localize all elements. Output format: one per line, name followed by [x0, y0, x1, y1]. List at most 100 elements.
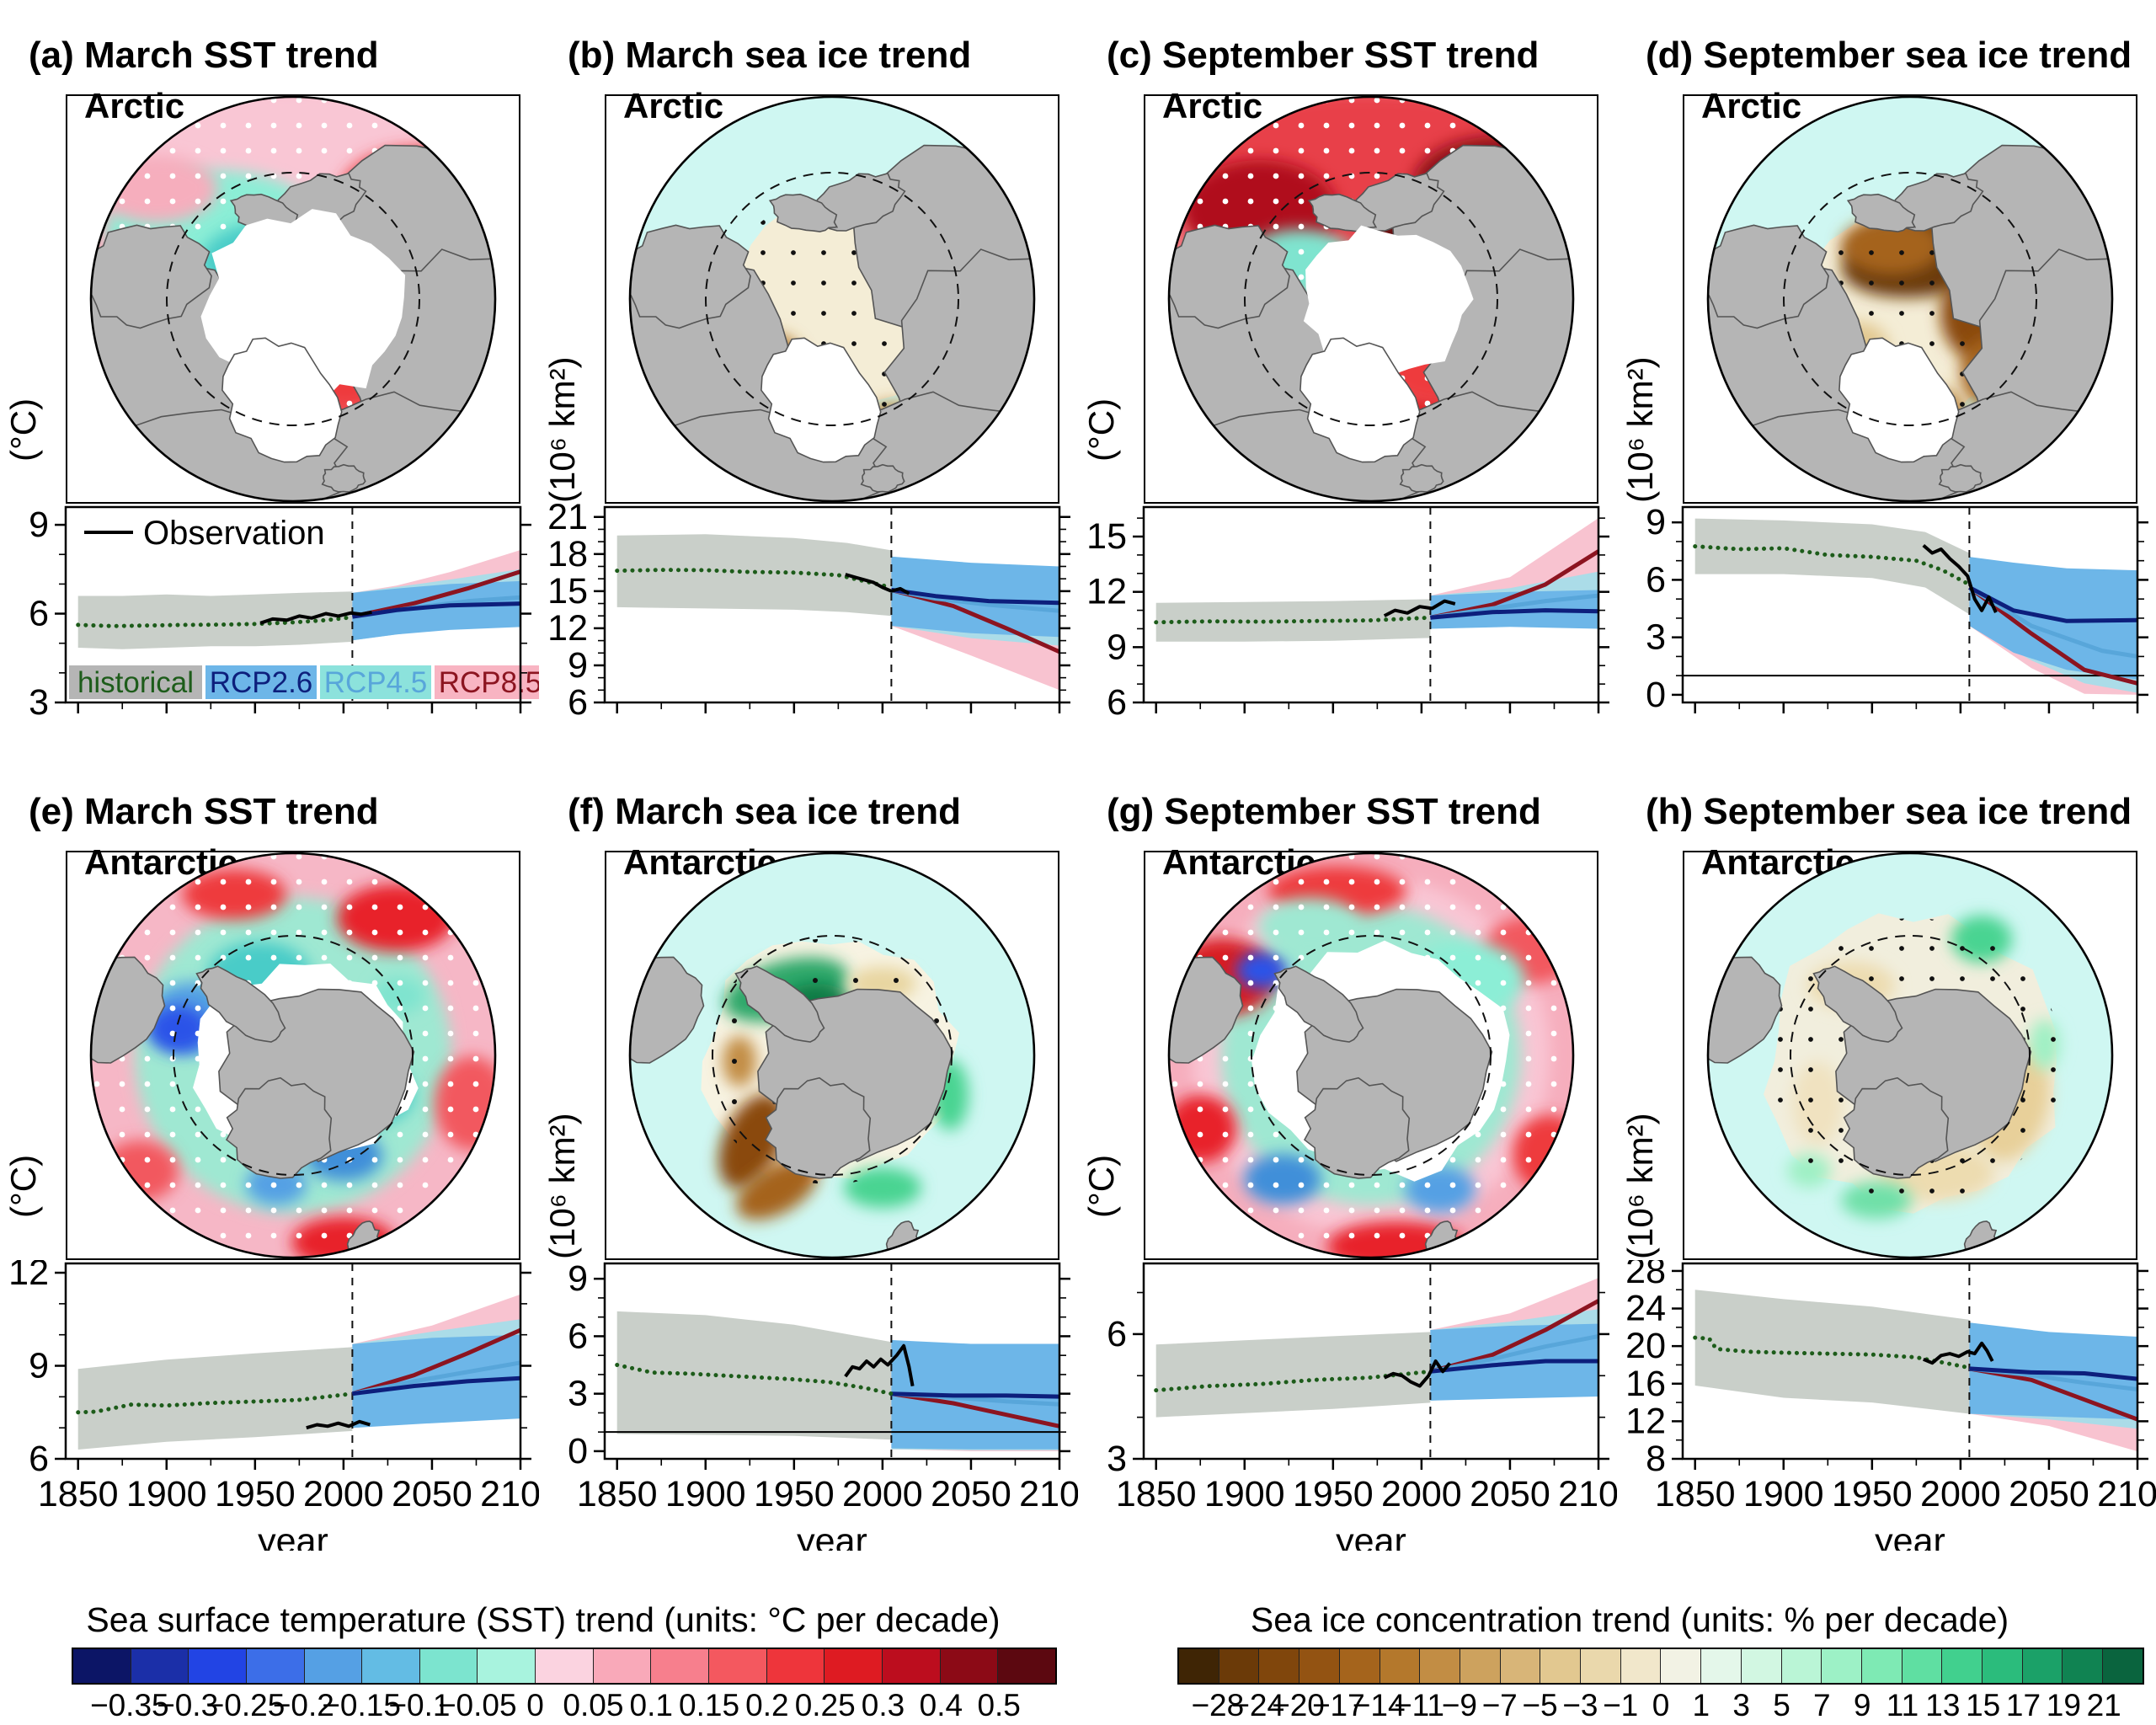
colorbar-sst-gradient [72, 1648, 1057, 1685]
panel-subtitle: Arctic [623, 86, 724, 126]
map-land [630, 956, 965, 1258]
colorbar-segment [2021, 1649, 2063, 1683]
svg-text:2050: 2050 [1470, 1474, 1550, 1514]
colorbar-segment [1901, 1649, 1942, 1683]
colorbar-tick-label: 13 [1925, 1688, 1961, 1722]
ts-axes: 6 9 12 185019001950200020502100 year [8, 1260, 539, 1551]
svg-text:3: 3 [29, 682, 49, 723]
svg-text:RCP8.5: RCP8.5 [439, 666, 539, 699]
map-ocean [1169, 97, 1573, 501]
colorbar-segment [1338, 1649, 1380, 1683]
map-ocean [1708, 97, 2112, 501]
panel-b: (b) March sea ice trend Arctic (10⁶ km²)… [539, 0, 1078, 758]
colorbar-segment [1941, 1649, 1983, 1683]
svg-text:1900: 1900 [1204, 1474, 1285, 1514]
svg-text:20: 20 [1625, 1326, 1666, 1366]
ts-axes: 6 9 12 15 [1086, 505, 1609, 723]
ts-axes: 0 3 6 9 [1646, 504, 2148, 715]
svg-text:1900: 1900 [665, 1474, 746, 1514]
colorbar-tick-label: −14 [1352, 1688, 1406, 1722]
colorbar-segment [130, 1649, 189, 1683]
svg-text:6: 6 [1107, 1314, 1127, 1354]
map-ocean [1708, 853, 2112, 1258]
colorbar-tick-label: 17 [2005, 1688, 2041, 1722]
panel-c: (c) September SST trend Arctic (°C) 6 9 12… [1078, 0, 1617, 758]
colorbar-tick-label: 19 [2046, 1688, 2081, 1722]
panel-d: (d) September sea ice trend Arctic (10⁶ … [1617, 0, 2156, 758]
svg-text:9: 9 [29, 1346, 49, 1386]
svg-text:year: year [1875, 1521, 1945, 1551]
colorbar-tick-label: 0.05 [563, 1688, 624, 1722]
panel-g: (g) September SST trend Antarctic (°C) 3… [1078, 756, 1617, 1551]
map-sst-antarctic-march [66, 851, 520, 1260]
colorbar-tick-label: −9 [1441, 1688, 1477, 1722]
colorbar-tick-label: −1 [1603, 1688, 1639, 1722]
map-land [1169, 142, 1573, 501]
colorbar-sst-title: Sea surface temperature (SST) trend (uni… [86, 1600, 1001, 1639]
timeseries-antarctic-march-sst: 6 9 12 185019001950200020502100 year [8, 1260, 539, 1551]
svg-text:2100: 2100 [1019, 1474, 1078, 1514]
colorbar-segment [361, 1649, 419, 1683]
panel-title: (a) March SST trend [29, 34, 379, 76]
ts-legend: Observation historical RCP2.6 RCP4.5 RCP8.5 [69, 515, 539, 699]
colorbar-segment [939, 1649, 998, 1683]
svg-text:2050: 2050 [931, 1474, 1011, 1514]
panel-title: (d) September sea ice trend [1646, 34, 2132, 76]
colorbar-segment [2102, 1649, 2143, 1683]
map-ice-antarctic-march [605, 851, 1059, 1260]
svg-text:2100: 2100 [1558, 1474, 1617, 1514]
map-ocean [1169, 853, 1573, 1258]
map-land [1708, 956, 2043, 1258]
map-ice-arctic-sep [1683, 94, 2137, 504]
map-ocean [630, 97, 1034, 501]
colorbar-tick-label: −0.1 [388, 1688, 451, 1722]
colorbar-tick-label: −17 [1311, 1688, 1365, 1722]
colorbar-segment [1218, 1649, 1259, 1683]
panel-title: (g) September SST trend [1107, 790, 1541, 832]
colorbar-tick-label: −0.35 [90, 1688, 169, 1722]
map-ocean [91, 97, 495, 501]
ts-lines [1693, 1335, 2137, 1422]
svg-text:2000: 2000 [303, 1474, 384, 1514]
colorbar-segment [303, 1649, 362, 1683]
svg-text:1850: 1850 [1655, 1474, 1736, 1514]
colorbar-tick-label: −11 [1393, 1688, 1445, 1722]
svg-text:6: 6 [1107, 682, 1127, 723]
ts-bands [1683, 507, 2137, 702]
colorbar-tick-label: −7 [1481, 1688, 1518, 1722]
colorbar-tick-label: 0.1 [629, 1688, 673, 1722]
svg-text:2000: 2000 [1920, 1474, 2001, 1514]
svg-text:18: 18 [547, 534, 588, 574]
colorbar-segment [188, 1649, 246, 1683]
svg-text:1950: 1950 [1832, 1474, 1913, 1514]
colorbar-tick-label: 0 [526, 1688, 544, 1722]
colorbar-tick-label: −28 [1191, 1688, 1245, 1722]
colorbar-tick-label: 3 [1732, 1688, 1750, 1722]
svg-text:year: year [797, 1521, 867, 1551]
map-land [91, 956, 426, 1258]
panel-title: (b) March sea ice trend [568, 34, 972, 76]
panel-h: (h) September sea ice trend Antarctic (1… [1617, 756, 2156, 1551]
svg-text:2050: 2050 [392, 1474, 472, 1514]
svg-text:6: 6 [29, 1439, 49, 1479]
map-ocean [91, 853, 495, 1258]
svg-text:year: year [258, 1521, 328, 1551]
svg-text:12: 12 [8, 1260, 49, 1293]
panel-title: (f) March sea ice trend [568, 790, 962, 832]
colorbar-segment [708, 1649, 766, 1683]
colorbar-segment [1860, 1649, 1902, 1683]
colorbar-segment [1499, 1649, 1540, 1683]
colorbar-segment [1580, 1649, 1620, 1683]
svg-text:6: 6 [1646, 559, 1666, 600]
colorbar-segment [1982, 1649, 2022, 1683]
svg-text:8: 8 [1646, 1439, 1666, 1479]
ts-lines [76, 1327, 520, 1430]
svg-text:2000: 2000 [1381, 1474, 1462, 1514]
colorbar-tick-label: −3 [1562, 1688, 1598, 1722]
ts-lines [1154, 1299, 1598, 1393]
svg-text:1850: 1850 [577, 1474, 658, 1514]
colorbar-segment [1740, 1649, 1781, 1683]
svg-text:15: 15 [1086, 516, 1127, 557]
map-sst-arctic-march [66, 94, 520, 504]
